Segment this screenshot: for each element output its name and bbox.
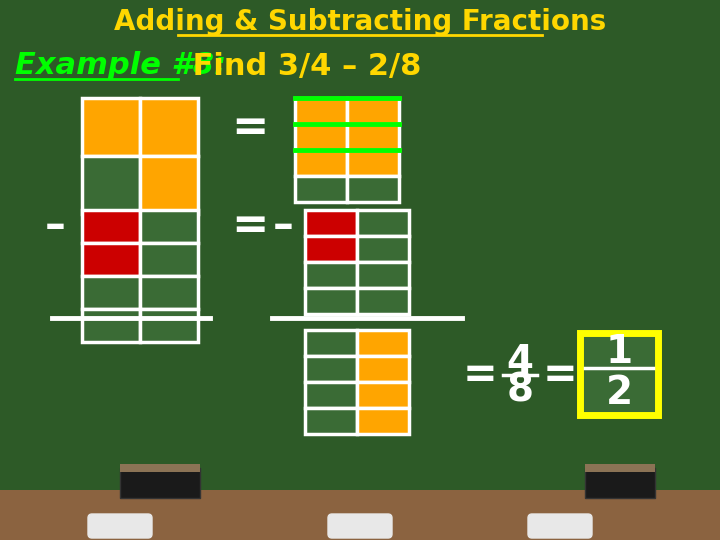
Bar [357, 262, 409, 288]
Bar [0, 490, 720, 540]
Text: Find 3/4 – 2/8: Find 3/4 – 2/8 [182, 51, 421, 80]
Bar [305, 236, 357, 262]
FancyBboxPatch shape [328, 514, 392, 538]
Text: =: = [543, 354, 577, 396]
FancyBboxPatch shape [88, 514, 152, 538]
Text: =: = [231, 106, 269, 150]
Bar [82, 98, 140, 156]
Bar [82, 243, 140, 276]
Text: –: – [273, 205, 294, 247]
Bar [140, 309, 198, 342]
Bar [585, 464, 655, 472]
FancyBboxPatch shape [528, 514, 592, 538]
Text: 1: 1 [606, 333, 633, 371]
Bar [305, 330, 357, 356]
Text: 4: 4 [506, 343, 534, 381]
Bar [140, 156, 198, 214]
Bar [347, 124, 399, 150]
Bar [357, 210, 409, 236]
Text: –: – [45, 205, 66, 247]
Bar [305, 382, 357, 408]
Text: 8: 8 [506, 371, 534, 409]
Text: 2: 2 [606, 374, 633, 412]
Bar [305, 288, 357, 314]
Bar [305, 210, 357, 236]
Bar [357, 236, 409, 262]
Bar [357, 382, 409, 408]
Bar [305, 356, 357, 382]
Bar [82, 309, 140, 342]
Bar [82, 156, 140, 214]
Bar [140, 98, 198, 156]
Text: Example #8:: Example #8: [15, 51, 226, 80]
Bar [305, 408, 357, 434]
Bar [357, 330, 409, 356]
Text: Adding & Subtracting Fractions: Adding & Subtracting Fractions [114, 8, 606, 36]
Bar [140, 210, 198, 243]
Bar [82, 276, 140, 309]
Bar [585, 468, 655, 498]
Bar [295, 98, 347, 124]
Bar [357, 288, 409, 314]
Bar [140, 276, 198, 309]
Bar [82, 210, 140, 243]
Bar [357, 356, 409, 382]
Bar [295, 176, 347, 202]
Text: =: = [463, 354, 498, 396]
Bar [120, 468, 200, 498]
Bar [120, 464, 200, 472]
FancyBboxPatch shape [580, 333, 658, 415]
Bar [305, 262, 357, 288]
Bar [295, 124, 347, 150]
Bar [347, 176, 399, 202]
Bar [295, 150, 347, 176]
Bar [140, 243, 198, 276]
Bar [357, 408, 409, 434]
Bar [347, 98, 399, 124]
Text: =: = [231, 205, 269, 247]
Bar [347, 150, 399, 176]
